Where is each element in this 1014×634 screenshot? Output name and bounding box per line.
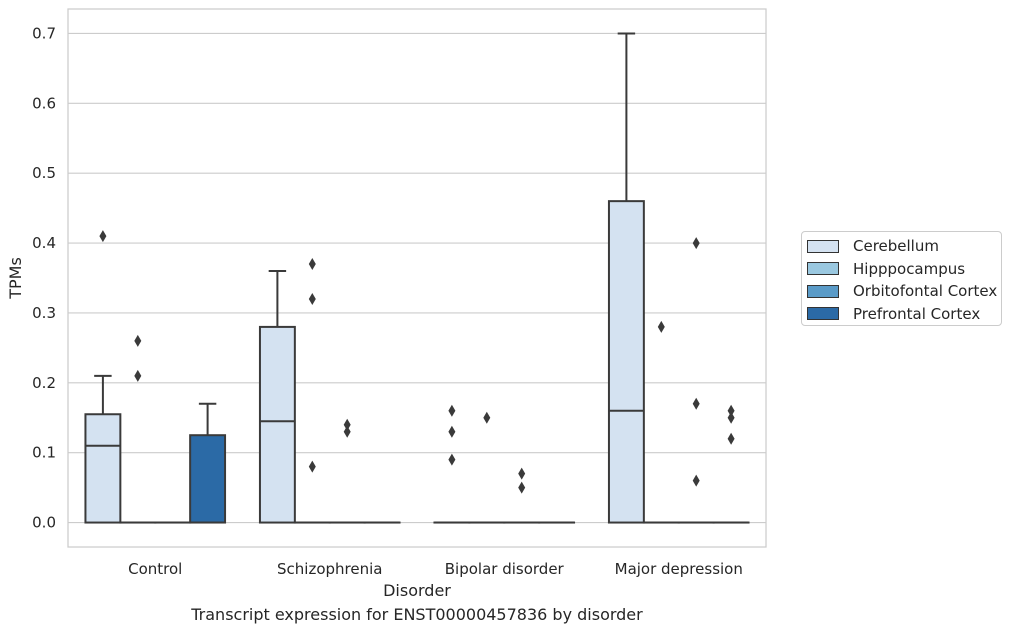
box-body: [607, 200, 645, 524]
y-tick-label: 0.2: [32, 374, 56, 392]
outlier-point: [727, 411, 735, 424]
outlier-point: [692, 397, 700, 410]
y-tick-label: 0.5: [32, 164, 56, 182]
legend-swatch: [807, 262, 839, 276]
legend-swatch: [807, 239, 839, 253]
outlier-point: [134, 369, 142, 382]
outlier-point: [727, 404, 735, 417]
outlier-point: [343, 418, 351, 431]
box-prefrontal-cortex: [189, 402, 227, 524]
box-hipppocampus: [293, 258, 331, 524]
box-hipppocampus: [642, 320, 680, 524]
legend: Cerebellum Hipppocampus Orbitofontal Corte…: [801, 231, 1002, 326]
plot-frame: [67, 8, 767, 548]
y-axis-ticks: 0.0 0.1 0.2 0.3 0.4 0.5 0.6 0.7: [32, 24, 56, 531]
box-hipppocampus: [468, 411, 506, 524]
x-axis-ticks: Control Schizophrenia Bipolar disorder Majo…: [128, 560, 743, 578]
legend-item: Orbitofontal Cortex: [802, 280, 1001, 303]
y-tick-label: 0.7: [32, 24, 56, 42]
box-body: [258, 325, 296, 524]
legend-item: Prefrontal Cortex: [802, 303, 1001, 326]
boxes: [84, 32, 750, 524]
outlier-point: [657, 320, 665, 333]
y-tick-label: 0.0: [32, 514, 56, 532]
legend-label: Hipppocampus: [853, 259, 966, 278]
x-axis-title: Disorder: [383, 581, 451, 600]
box-prefrontal-cortex: [712, 404, 750, 524]
y-tick-label: 0.6: [32, 94, 56, 112]
outlier-point: [692, 474, 700, 487]
outlier-point: [448, 404, 456, 417]
outlier-point: [448, 453, 456, 466]
outlier-point: [483, 411, 491, 424]
box-orbitofontal-cortex: [677, 237, 715, 524]
box-orbitofontal-cortex: [328, 418, 366, 524]
x-tick-label: Control: [128, 560, 182, 578]
y-axis-title: TPMs: [6, 257, 25, 300]
outlier-point: [308, 460, 316, 473]
outlier-point: [308, 258, 316, 271]
chart-caption: Transcript expression for ENST0000045783…: [191, 605, 643, 624]
x-tick-label: Bipolar disorder: [445, 560, 565, 578]
legend-swatch: [807, 307, 839, 321]
y-tick-label: 0.3: [32, 304, 56, 322]
box-hipppocampus: [119, 334, 157, 524]
y-tick-label: 0.1: [32, 444, 56, 462]
box-cerebellum: [84, 230, 122, 524]
outlier-point: [308, 292, 316, 305]
outlier-point: [99, 230, 107, 243]
box-body: [84, 413, 122, 524]
outlier-point: [727, 432, 735, 445]
box-cerebellum: [433, 404, 471, 524]
box-cerebellum: [258, 270, 296, 524]
legend-label: Orbitofontal Cortex: [853, 282, 998, 301]
legend-swatch: [807, 284, 839, 298]
outlier-point: [518, 467, 526, 480]
x-tick-label: Major depression: [615, 560, 743, 578]
box-body: [189, 434, 227, 524]
legend-item: Cerebellum: [802, 235, 1001, 258]
box-orbitofontal-cortex: [503, 467, 541, 524]
outlier-point: [518, 481, 526, 494]
legend-item: Hipppocampus: [802, 258, 1001, 281]
y-tick-label: 0.4: [32, 234, 56, 252]
outlier-point: [692, 237, 700, 250]
box-plot: 0.0 0.1 0.2 0.3 0.4 0.5 0.6 0.7 Control Schizoph…: [6, 8, 767, 600]
outlier-point: [134, 334, 142, 347]
box-cerebellum: [607, 32, 645, 524]
grid-lines: [68, 32, 766, 524]
legend-label: Prefrontal Cortex: [853, 304, 981, 323]
outlier-point: [343, 425, 351, 438]
legend-label: Cerebellum: [853, 237, 939, 256]
x-tick-label: Schizophrenia: [277, 560, 382, 578]
outlier-point: [448, 425, 456, 438]
